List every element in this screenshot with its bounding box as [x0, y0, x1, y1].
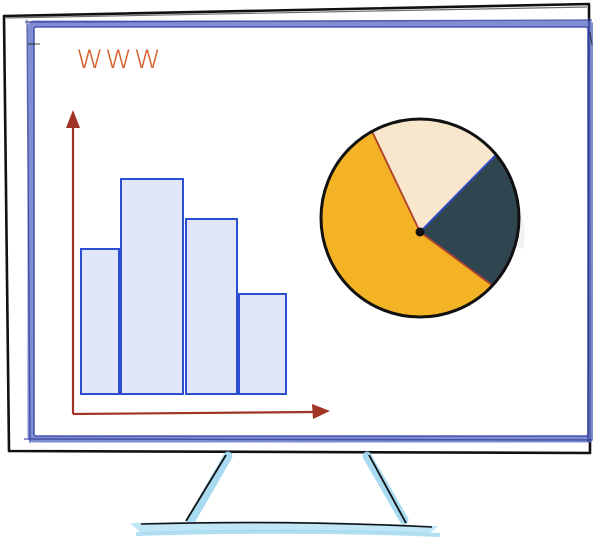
- screen-bezel: [23, 17, 593, 444]
- y-axis-arrow: [66, 110, 80, 128]
- x-axis-arrow: [312, 404, 330, 419]
- x-axis: [72, 410, 315, 416]
- bar-3: [185, 218, 238, 395]
- bar-1: [80, 248, 120, 395]
- bar-chart: [66, 110, 330, 419]
- bars-group: [80, 178, 287, 395]
- pie-slices: [320, 118, 520, 318]
- www-label: www: [76, 37, 162, 77]
- bar-4: [238, 293, 287, 395]
- pie-center-dot: [415, 227, 425, 237]
- pie-chart: [319, 117, 525, 319]
- bar-2: [120, 178, 184, 395]
- pie-outline: [319, 117, 521, 319]
- monitor-stand: [130, 451, 441, 537]
